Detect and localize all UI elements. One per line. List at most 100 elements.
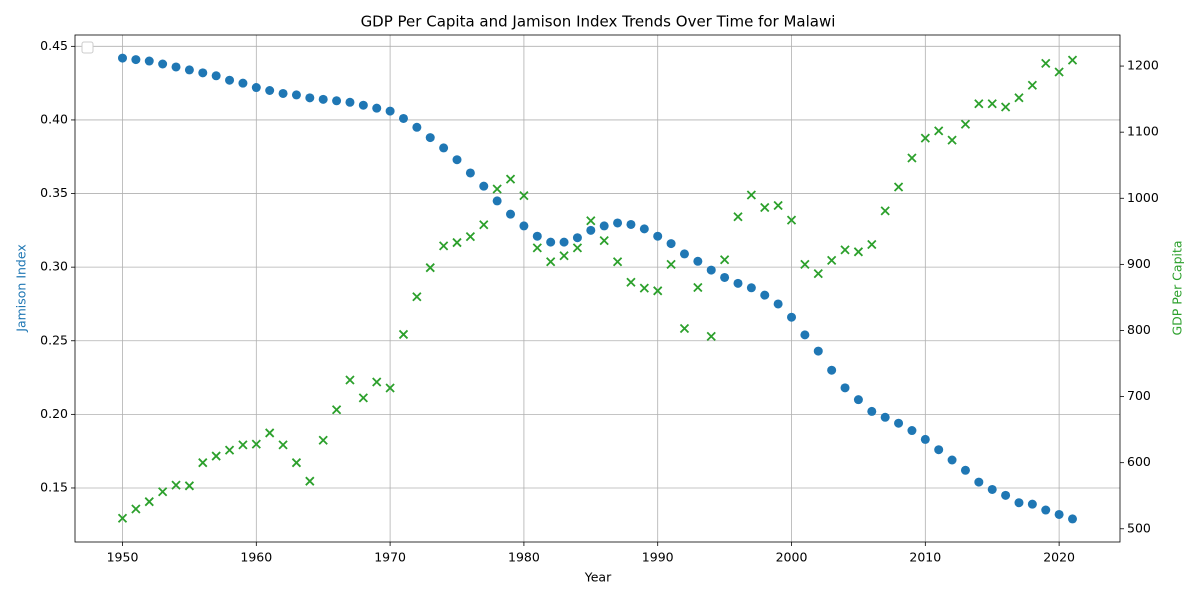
x-marker bbox=[546, 257, 556, 267]
x-marker bbox=[291, 458, 302, 468]
y2-tick-label: 1100 bbox=[1127, 124, 1159, 139]
point bbox=[1054, 509, 1064, 519]
x-marker bbox=[934, 126, 944, 136]
x-marker bbox=[532, 243, 542, 253]
point bbox=[920, 434, 930, 444]
x-tick-label: 1950 bbox=[107, 550, 139, 565]
y2-tick-label: 500 bbox=[1127, 520, 1151, 535]
point bbox=[693, 256, 703, 266]
point bbox=[171, 62, 181, 72]
x-axis-label: Year bbox=[584, 570, 612, 585]
point bbox=[425, 133, 435, 143]
x-marker bbox=[412, 292, 422, 302]
x-marker bbox=[1000, 102, 1011, 112]
point bbox=[506, 209, 516, 219]
point bbox=[144, 56, 154, 66]
x-marker bbox=[626, 277, 636, 287]
x-marker bbox=[853, 247, 864, 257]
point bbox=[559, 237, 569, 247]
x-marker bbox=[492, 184, 502, 194]
point bbox=[345, 97, 355, 107]
point bbox=[947, 455, 957, 465]
y-axis-label: Jamison Index bbox=[14, 244, 29, 332]
x-marker bbox=[960, 119, 971, 129]
point bbox=[746, 283, 756, 293]
point bbox=[666, 239, 676, 249]
point bbox=[225, 75, 235, 85]
x-tick-label: 2020 bbox=[1043, 550, 1075, 565]
point bbox=[398, 113, 408, 123]
x-marker bbox=[1041, 58, 1051, 69]
x-marker bbox=[238, 440, 248, 450]
x-marker bbox=[679, 323, 690, 334]
point bbox=[572, 233, 582, 243]
point bbox=[1068, 514, 1077, 524]
y-tick-label: 0.45 bbox=[40, 38, 68, 53]
point bbox=[358, 100, 368, 110]
x-tick-label: 1980 bbox=[508, 550, 540, 565]
point bbox=[251, 83, 261, 93]
point bbox=[586, 225, 596, 235]
point bbox=[613, 218, 623, 228]
x-marker bbox=[599, 235, 609, 246]
x-marker bbox=[479, 220, 489, 230]
point bbox=[639, 224, 649, 234]
point bbox=[1014, 498, 1024, 508]
x-marker bbox=[117, 513, 128, 523]
point bbox=[800, 330, 810, 340]
x-marker bbox=[331, 405, 342, 415]
point bbox=[158, 59, 168, 69]
x-marker bbox=[224, 445, 235, 455]
point bbox=[265, 85, 275, 95]
point bbox=[599, 221, 609, 231]
point bbox=[987, 484, 997, 494]
point bbox=[1001, 490, 1011, 500]
point bbox=[465, 168, 475, 178]
x-marker bbox=[1067, 55, 1078, 65]
x-marker bbox=[800, 259, 810, 270]
chart-title: GDP Per Capita and Jamison Index Trends … bbox=[361, 13, 836, 31]
x-tick-label: 1970 bbox=[374, 550, 406, 565]
x-tick-label: 1960 bbox=[240, 550, 272, 565]
x-marker bbox=[867, 239, 877, 250]
plot-frame bbox=[74, 34, 1121, 543]
point bbox=[653, 231, 663, 241]
point bbox=[867, 406, 877, 416]
point bbox=[238, 78, 248, 88]
point bbox=[894, 418, 904, 428]
x-marker bbox=[452, 237, 462, 248]
point bbox=[679, 249, 689, 259]
point bbox=[706, 265, 716, 275]
x-marker bbox=[438, 241, 449, 251]
x-marker bbox=[760, 202, 770, 213]
x-marker bbox=[358, 393, 368, 403]
point bbox=[720, 272, 730, 282]
x-marker bbox=[505, 174, 516, 184]
point bbox=[1027, 499, 1037, 509]
x-marker bbox=[305, 476, 315, 486]
y-tick-label: 0.35 bbox=[40, 185, 68, 200]
y2-axis-label: GDP Per Capita bbox=[1170, 240, 1185, 335]
x-marker bbox=[693, 282, 703, 293]
y2-tick-label: 800 bbox=[1127, 322, 1151, 337]
x-marker bbox=[880, 206, 890, 216]
x-marker bbox=[947, 135, 957, 145]
point bbox=[211, 71, 221, 81]
x-marker bbox=[773, 200, 783, 211]
point bbox=[626, 219, 636, 229]
point bbox=[305, 93, 315, 103]
y-tick-label: 0.40 bbox=[40, 111, 68, 126]
point bbox=[492, 196, 502, 206]
point bbox=[519, 221, 529, 231]
x-marker bbox=[425, 263, 435, 273]
x-marker bbox=[907, 153, 917, 163]
x-marker bbox=[1054, 67, 1064, 77]
point bbox=[853, 395, 863, 405]
x-marker bbox=[653, 286, 663, 296]
point bbox=[733, 278, 743, 288]
x-marker bbox=[572, 243, 583, 253]
point bbox=[385, 106, 395, 116]
y-tick-label: 0.25 bbox=[40, 332, 68, 347]
point bbox=[1041, 505, 1051, 515]
